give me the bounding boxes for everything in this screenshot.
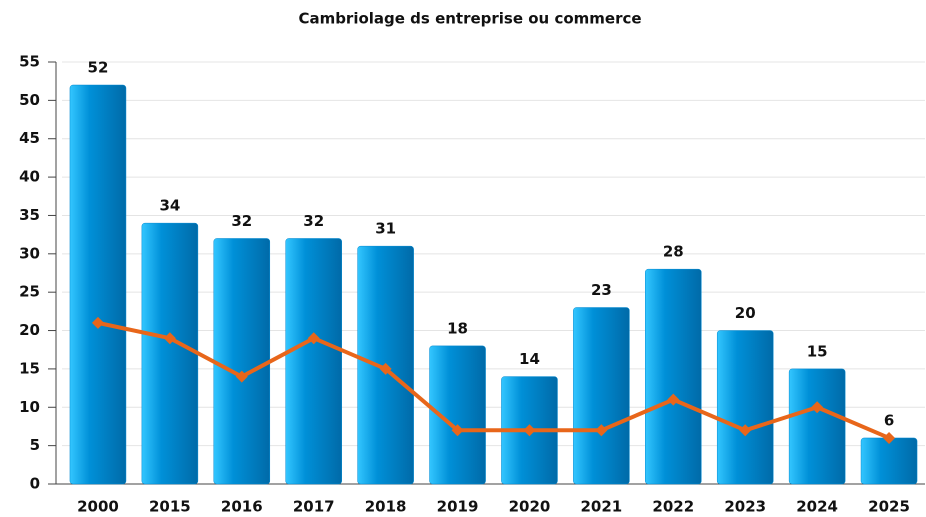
data-label: 6 <box>884 411 894 429</box>
x-tick-label: 2016 <box>221 498 263 516</box>
line-point <box>163 332 176 345</box>
data-label: 32 <box>231 212 252 230</box>
x-tick-label: 2024 <box>796 498 838 516</box>
y-tick-label: 35 <box>19 206 40 224</box>
line-point <box>379 362 392 375</box>
bar <box>429 345 486 485</box>
x-tick-label: 2025 <box>868 498 910 516</box>
bar <box>141 222 199 485</box>
data-label: 14 <box>519 350 540 368</box>
line-point <box>883 431 896 444</box>
line-point <box>739 424 752 437</box>
y-tick-label: 15 <box>19 359 40 377</box>
y-tick-label: 25 <box>19 283 40 301</box>
data-label: 52 <box>88 59 109 77</box>
x-tick-label: 2020 <box>509 498 551 516</box>
x-tick-label: 2019 <box>437 498 479 516</box>
chart-title: Cambriolage ds entreprise ou commerce <box>298 10 641 28</box>
y-tick-label: 0 <box>30 475 40 493</box>
data-label: 18 <box>447 319 468 337</box>
bar <box>788 368 846 485</box>
y-tick-label: 55 <box>19 53 40 71</box>
y-tick-label: 5 <box>30 436 40 454</box>
x-tick-label: 2023 <box>724 498 766 516</box>
y-tick-label: 40 <box>19 168 40 186</box>
x-tick-label: 2017 <box>293 498 335 516</box>
data-label: 20 <box>735 304 756 322</box>
y-tick-label: 20 <box>19 321 40 339</box>
line-point <box>523 424 536 437</box>
line-point <box>91 316 104 329</box>
data-label: 23 <box>591 281 612 299</box>
bar <box>69 84 127 485</box>
bar <box>645 268 702 485</box>
line-point <box>235 370 248 383</box>
bar <box>716 330 774 485</box>
x-tick-label: 2018 <box>365 498 407 516</box>
data-label: 15 <box>807 342 828 360</box>
line-point <box>667 393 680 406</box>
data-label: 31 <box>375 220 396 238</box>
y-tick-label: 50 <box>19 91 40 109</box>
line-point <box>595 424 608 437</box>
x-tick-label: 2022 <box>652 498 694 516</box>
y-tick-label: 30 <box>19 244 40 262</box>
line-point <box>307 332 320 345</box>
data-label: 34 <box>159 197 180 215</box>
bar <box>573 307 630 485</box>
x-tick-label: 2000 <box>77 498 119 516</box>
y-tick-label: 45 <box>19 129 40 147</box>
x-tick-label: 2021 <box>581 498 623 516</box>
bar <box>285 238 342 485</box>
data-label: 28 <box>663 243 684 261</box>
data-label: 32 <box>303 212 324 230</box>
y-tick-label: 10 <box>19 398 40 416</box>
line-point <box>451 424 464 437</box>
bar <box>213 238 271 485</box>
line <box>97 320 890 440</box>
bar <box>860 437 918 485</box>
line-point <box>811 401 824 414</box>
x-tick-label: 2015 <box>149 498 191 516</box>
